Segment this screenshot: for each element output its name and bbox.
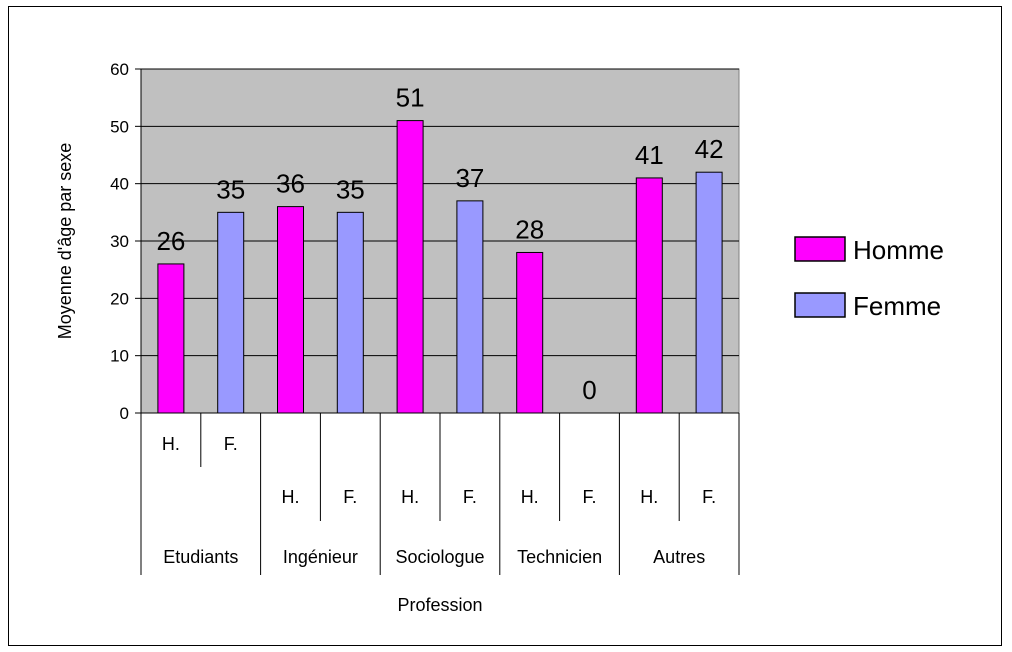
subcategory-label: H. bbox=[282, 487, 300, 507]
category-label: Ingénieur bbox=[283, 547, 358, 567]
y-tick-label: 10 bbox=[110, 347, 129, 366]
category-label: Etudiants bbox=[163, 547, 238, 567]
y-tick-label: 30 bbox=[110, 232, 129, 251]
data-label: 28 bbox=[515, 214, 544, 244]
legend-swatch bbox=[794, 236, 846, 262]
bars bbox=[157, 120, 723, 414]
legend-label: Femme bbox=[853, 291, 941, 321]
bar-femme bbox=[336, 211, 364, 414]
chart-frame: 26 35 36 35 51 37 28 0 41 42 0 10 20 30 40 50 60 H. F. Et… bbox=[8, 6, 1002, 646]
subcategory-label: H. bbox=[162, 434, 180, 454]
legend: Homme Femme bbox=[794, 235, 944, 321]
bar-femme bbox=[217, 211, 245, 414]
bar-homme bbox=[635, 177, 663, 414]
x-axis-title: Profession bbox=[397, 595, 482, 615]
data-label: 35 bbox=[336, 174, 365, 204]
subcategory-label: F. bbox=[702, 487, 716, 507]
data-label: 41 bbox=[635, 140, 664, 170]
bar-homme bbox=[516, 251, 544, 414]
y-tick-label: 50 bbox=[110, 117, 129, 136]
bar-homme bbox=[277, 206, 304, 414]
bar-femme bbox=[456, 200, 484, 414]
subcategory-label: F. bbox=[343, 487, 357, 507]
bar-homme bbox=[157, 263, 185, 414]
data-label: 42 bbox=[695, 134, 724, 164]
data-label: 36 bbox=[276, 169, 305, 199]
data-label: 26 bbox=[156, 226, 185, 256]
y-tick-label: 60 bbox=[110, 60, 129, 79]
y-tick-label: 20 bbox=[110, 289, 129, 308]
y-tick-label: 40 bbox=[110, 175, 129, 194]
legend-swatch bbox=[794, 292, 846, 318]
bar-chart: 26 35 36 35 51 37 28 0 41 42 0 10 20 30 40 50 60 H. F. Et… bbox=[55, 60, 944, 615]
y-axis-title: Moyenne d'âge par sexe bbox=[55, 143, 75, 340]
x-axis: H. F. Etudiants H. F. Ingénieur H. F. Sociologue… bbox=[140, 412, 740, 575]
data-label: 37 bbox=[455, 163, 484, 193]
subcategory-label: H. bbox=[640, 487, 658, 507]
subcategory-label: F. bbox=[224, 434, 238, 454]
y-tick-label: 0 bbox=[120, 404, 129, 423]
data-label: 51 bbox=[396, 83, 425, 113]
subcategory-label: F. bbox=[582, 487, 596, 507]
data-label: 0 bbox=[582, 375, 596, 405]
bar-femme bbox=[695, 171, 723, 414]
category-label: Sociologue bbox=[395, 547, 484, 567]
category-label: Technicien bbox=[517, 547, 602, 567]
subcategory-label: H. bbox=[521, 487, 539, 507]
category-label: Autres bbox=[653, 547, 705, 567]
y-axis: 0 10 20 30 40 50 60 bbox=[110, 60, 142, 423]
legend-label: Homme bbox=[853, 235, 944, 265]
data-labels: 26 35 36 35 51 37 28 0 41 42 bbox=[156, 83, 723, 405]
bar-homme bbox=[396, 120, 424, 414]
subcategory-label: F. bbox=[463, 487, 477, 507]
data-label: 35 bbox=[216, 174, 245, 204]
subcategory-label: H. bbox=[401, 487, 419, 507]
